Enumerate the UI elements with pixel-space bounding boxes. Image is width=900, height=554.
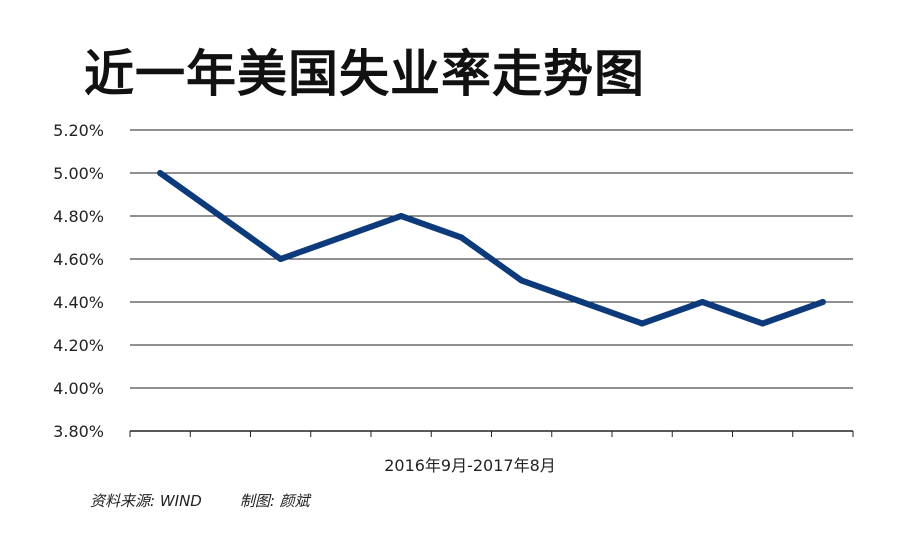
y-tick-label: 5.00% — [53, 164, 104, 183]
chart-title: 近一年美国失业率走势图 — [84, 45, 645, 103]
data-point — [819, 299, 826, 305]
data-point — [759, 320, 766, 327]
data-point — [277, 256, 284, 262]
y-tick-label: 4.00% — [53, 379, 104, 398]
y-tick-label: 4.40% — [53, 293, 104, 312]
y-tick-label: 4.60% — [53, 250, 104, 269]
data-point — [217, 213, 224, 219]
y-tick-labels: 3.80% 4.00% 4.20% 4.40% 4.60% 4.80% 5.00% 5.20% — [53, 121, 104, 441]
data-point — [639, 320, 646, 327]
gridlines — [130, 129, 853, 432]
data-point — [157, 170, 164, 176]
x-axis-label: 2016年9月-2017年8月 — [384, 456, 556, 475]
y-tick-label: 4.20% — [53, 336, 104, 355]
data-point — [699, 299, 706, 305]
y-tick-label: 5.20% — [53, 121, 104, 140]
author-note: 制图: 颜斌 — [239, 492, 310, 510]
data-point — [398, 213, 405, 219]
y-tick-label: 3.80% — [53, 422, 104, 441]
data-point — [578, 299, 585, 305]
data-point — [337, 234, 344, 241]
source-note: 资料来源: WIND — [90, 492, 202, 510]
unemployment-rate-line — [157, 170, 826, 327]
data-point — [518, 277, 525, 284]
footer: 资料来源: WIND 制图: 颜斌 — [90, 490, 310, 511]
x-tick-marks — [129, 431, 854, 437]
data-point — [458, 234, 465, 241]
y-tick-label: 4.80% — [53, 207, 104, 226]
